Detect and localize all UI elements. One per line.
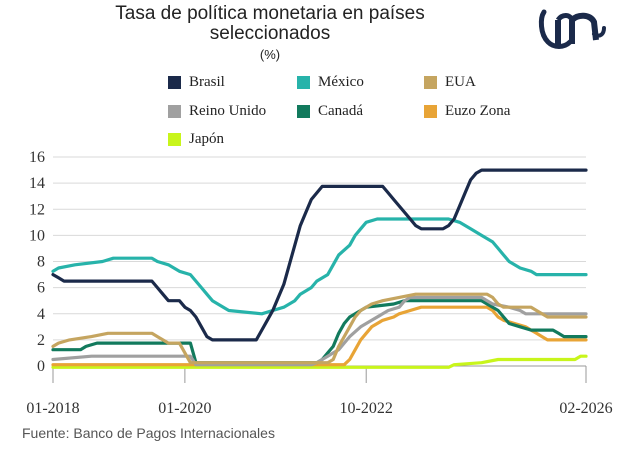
legend-label-brasil: Brasil <box>189 73 225 90</box>
x-tick-label: 01-2020 <box>158 400 211 417</box>
legend-label-mexico: México <box>318 73 364 90</box>
legend-item-reino-unido: Reino Unido <box>168 103 266 119</box>
y-tick-label: 0 <box>37 358 45 375</box>
legend-item-eua: EUA <box>424 74 476 90</box>
legend-label-eua: EUA <box>445 73 476 90</box>
company-logo-icon <box>538 9 606 49</box>
y-tick-label: 16 <box>29 149 45 166</box>
y-tick-label: 12 <box>29 201 45 218</box>
legend-swatch-brasil <box>168 75 181 89</box>
series-line-mexico <box>51 217 588 316</box>
legend-label-euzo-zona: Euzo Zona <box>445 102 511 119</box>
y-tick-label: 2 <box>37 332 45 349</box>
legend-item-euzo-zona: Euzo Zona <box>424 103 510 119</box>
legend-item-canada: Canadá <box>297 103 363 119</box>
legend-swatch-mexico <box>297 75 310 89</box>
y-tick-label: 4 <box>37 306 45 323</box>
legend-swatch-canada <box>297 104 310 118</box>
legend-item-mexico: México <box>297 74 364 90</box>
series-line-brasil <box>51 168 588 342</box>
source-note: Fuente: Banco de Pagos Internacionales <box>22 425 275 441</box>
x-tick-label: 01-2018 <box>26 400 79 417</box>
legend-label-reino-unido: Reino Unido <box>189 102 267 119</box>
series-line-reino-unido <box>51 295 588 367</box>
chart-unit: (%) <box>259 47 281 62</box>
chart-title-block: Tasa de política monetaria en países sel… <box>70 4 470 63</box>
y-tick-label: 14 <box>29 175 45 192</box>
legend-swatch-japon <box>168 132 181 146</box>
legend-swatch-euzo-zona <box>424 104 437 118</box>
legend-label-canada: Canadá <box>318 102 363 119</box>
legend-swatch-eua <box>424 75 437 89</box>
series-line-japon <box>51 354 588 369</box>
chart-title-line-1: Tasa de política monetaria en países <box>115 3 425 24</box>
legend-item-brasil: Brasil <box>168 74 225 90</box>
y-tick-label: 8 <box>37 254 45 271</box>
chart-title-line-2: seleccionados <box>209 23 331 44</box>
series-line-eua <box>51 292 588 365</box>
legend-item-japon: Japón <box>168 131 224 147</box>
y-tick-label: 6 <box>37 280 45 297</box>
legend-label-japon: Japón <box>189 130 224 147</box>
y-tick-label: 10 <box>29 227 45 244</box>
x-tick-label: 02-2026 <box>559 400 612 417</box>
x-tick-label: 10-2022 <box>340 400 393 417</box>
legend-swatch-reino-unido <box>168 104 181 118</box>
